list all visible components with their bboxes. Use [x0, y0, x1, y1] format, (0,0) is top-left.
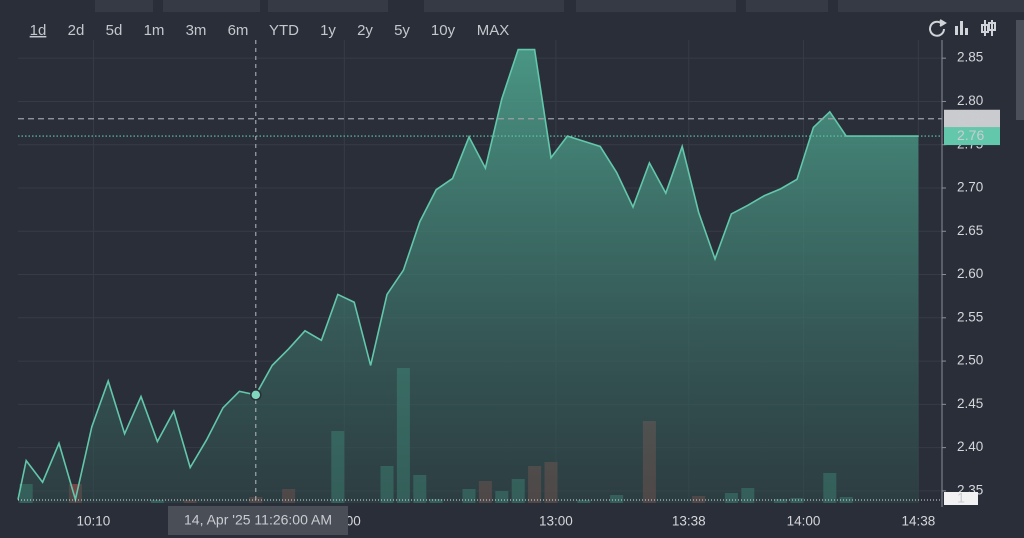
range-button[interactable]: 2d [68, 22, 85, 39]
toolbar-icons[interactable] [929, 19, 996, 37]
range-button[interactable]: MAX [477, 22, 510, 39]
crosshair-tooltip-box [168, 506, 348, 535]
scrollbar[interactable] [1016, 20, 1024, 120]
range-button[interactable]: 1y [320, 22, 336, 39]
plot [17, 40, 942, 504]
range-buttons: 1d 2d 5d 1m 3m 6m YTD 1y 2y 5y 10y MAX [30, 22, 510, 39]
y-tick-label: 2.60 [957, 266, 983, 281]
area-fill [18, 49, 919, 504]
x-tick-label: 14:00 [787, 514, 821, 529]
y-tick-label: 2.55 [957, 309, 983, 324]
crosshair-tooltip: 14, Apr '25 11:26:00 AM [184, 512, 332, 528]
x-tick-label: 10:10 [77, 514, 111, 529]
y-tick-label: 2.45 [957, 396, 983, 411]
range-button[interactable]: 3m [186, 22, 207, 39]
x-tick-label: 13:38 [672, 514, 706, 529]
x-tick-label: 13:00 [539, 514, 573, 529]
price-line [17, 48, 919, 503]
y-tick-label: 2.65 [957, 223, 983, 238]
range-button[interactable]: 1d [30, 22, 47, 39]
range-button[interactable]: 6m [228, 22, 249, 39]
y-tick-label: 2.80 [957, 93, 983, 108]
range-button[interactable]: 10y [431, 22, 456, 39]
price-tag: 2.78 [957, 109, 984, 125]
price-tag-box [944, 109, 1000, 128]
y-tick-label: 2.85 [957, 50, 983, 65]
x-tick-label: 14:38 [901, 514, 935, 529]
y-tick-label: 2.50 [957, 353, 983, 368]
price-tag: 2.76 [957, 127, 984, 143]
volume-tag: 1 [957, 490, 965, 506]
y-tick-label: 2.70 [957, 180, 983, 195]
y-tick-label: 2.40 [957, 439, 983, 454]
volume-tag-box [944, 492, 978, 505]
top-tabs [95, 0, 1024, 12]
range-button[interactable]: 5d [106, 22, 123, 39]
range-button[interactable]: 2y [357, 22, 373, 39]
y-axis: 2.352.402.452.502.552.602.652.702.752.80… [77, 40, 1000, 535]
range-button[interactable]: 1m [144, 22, 165, 39]
range-button[interactable]: 5y [394, 22, 410, 39]
price-tag-box [944, 127, 1000, 146]
hover-point [250, 389, 262, 401]
range-button[interactable]: YTD [269, 22, 299, 39]
